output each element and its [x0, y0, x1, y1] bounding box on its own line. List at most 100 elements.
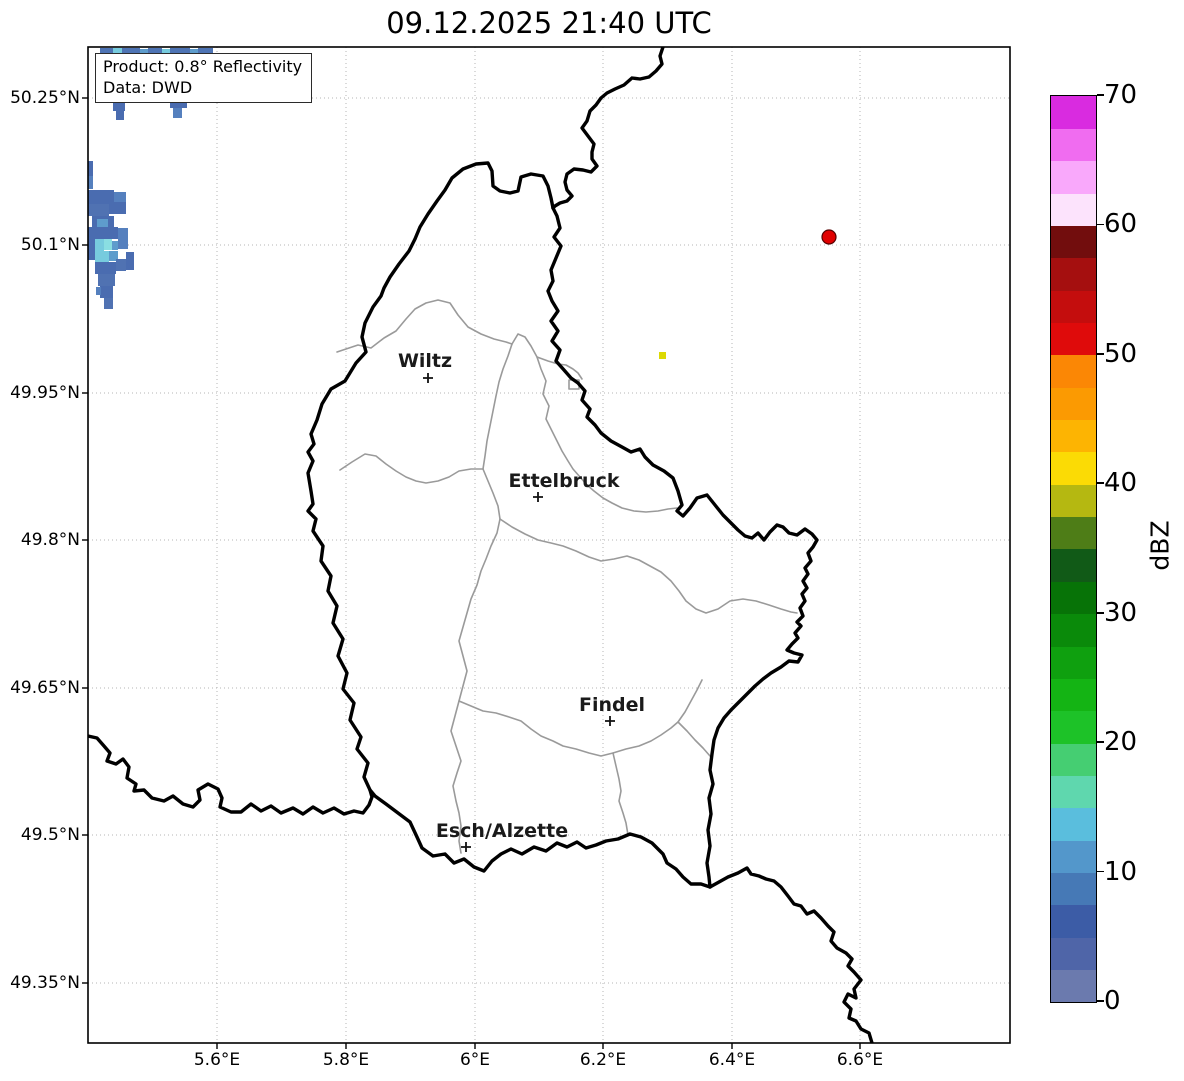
radar-echo-pixel: [170, 98, 187, 108]
reflectivity-colorbar: [1050, 95, 1097, 1003]
radar-echo-pixel: [88, 176, 93, 189]
radar-echo-pixel: [88, 204, 109, 216]
radar-echo-pixel: [88, 227, 118, 239]
colorbar-segment: [1051, 613, 1096, 647]
colorbar-segment: [1051, 549, 1096, 582]
radar-echo-pixel: [96, 287, 101, 295]
radar-echo-pixel: [100, 286, 113, 298]
district-border-line: [458, 679, 703, 757]
city-label-findel: Findel: [578, 694, 646, 716]
radar-echo-pixel: [140, 49, 148, 56]
colorbar-segment: [1051, 678, 1096, 712]
y-axis-label: 49.5°N: [20, 825, 80, 845]
radar-echo-pixel: [190, 49, 198, 55]
product-info-line2: Data: DWD: [103, 78, 193, 97]
colorbar-segment: [1051, 646, 1096, 679]
radar-echo-pixel: [198, 48, 213, 55]
colorbar-tick-label: 20: [1104, 727, 1138, 758]
colorbar-tick-mark: [1097, 1000, 1104, 1002]
luxembourg-border: [306, 161, 819, 889]
radar-echo-pixel: [104, 239, 112, 250]
radar-echo-pixel: [118, 228, 128, 249]
y-axis-label: 50.1°N: [20, 235, 80, 255]
radar-echo-pixel: [95, 262, 116, 274]
district-border-line: [536, 356, 678, 513]
colorbar-tick-label: 70: [1104, 80, 1138, 110]
radar-echo-pixel: [170, 48, 190, 55]
colorbar-segment: [1051, 96, 1096, 129]
figure-title: 09.12.2025 21:40 UTC: [386, 6, 712, 40]
district-border-layer: [336, 299, 798, 854]
radar-echo-pixel: [88, 239, 95, 260]
y-axis-label: 49.95°N: [10, 383, 80, 403]
x-axis-label: 6°E: [459, 1050, 491, 1070]
colorbar-tick-mark: [1097, 482, 1104, 485]
radar-echo-pixel: [659, 352, 666, 359]
radar-echo-pixel: [173, 108, 182, 118]
radar-echo-pixel: [109, 202, 126, 214]
radar-echo-pixel: [122, 48, 140, 56]
colorbar-segment: [1051, 904, 1096, 938]
radar-echo-pixel: [88, 161, 93, 176]
radar-echo-pixel: [116, 259, 126, 271]
city-marker-esch-alzette: [461, 842, 471, 852]
radar-echo-pixel: [114, 192, 126, 202]
colorbar-segment: [1051, 775, 1096, 809]
colorbar-segment: [1051, 484, 1096, 518]
district-border-line: [336, 299, 513, 353]
colorbar-tick-label: 0: [1104, 986, 1121, 1016]
radar-echo-pixel: [88, 190, 114, 204]
x-axis-label: 6.4°E: [708, 1050, 756, 1070]
colorbar-segment: [1051, 710, 1096, 744]
product-info-line1: Product: 0.8° Reflectivity: [103, 57, 303, 76]
belgium-france-border: [88, 734, 374, 816]
colorbar-tick-label: 40: [1104, 468, 1138, 499]
colorbar-segment: [1051, 743, 1096, 776]
colorbar-tick-mark: [1097, 94, 1104, 96]
colorbar-tick-label: 50: [1104, 338, 1138, 369]
colorbar-tick-mark: [1097, 611, 1104, 614]
radar-echo-pixel: [109, 251, 118, 261]
radar-echo-pixel: [97, 219, 108, 232]
city-marker-ettelbruck: [533, 492, 543, 502]
x-axis-label: 5.8°E: [322, 1050, 370, 1070]
colorbar-segment: [1051, 937, 1096, 971]
france-germany-border: [708, 866, 874, 1043]
colorbar-tick-label: 10: [1104, 856, 1138, 887]
national-border-layer: [88, 47, 874, 1043]
radar-echo-pixel: [95, 239, 104, 251]
colorbar-tick-mark: [1097, 870, 1104, 873]
y-axis-label: 49.65°N: [10, 678, 80, 698]
city-label-wiltz: Wiltz: [397, 350, 453, 372]
belgium-germany-border: [551, 47, 665, 210]
colorbar-segment: [1051, 969, 1096, 1003]
colorbar-tick-mark: [1097, 223, 1104, 226]
colorbar-segment: [1051, 872, 1096, 906]
colorbar-segment: [1051, 581, 1096, 615]
radar-echo-pixel: [104, 298, 113, 309]
city-label-esch-alzette: Esch/Alzette: [435, 820, 569, 842]
district-border-line: [511, 333, 583, 380]
product-info-box: Product: 0.8° Reflectivity Data: DWD: [95, 53, 313, 103]
radar-echo-pixel: [100, 48, 113, 57]
colorbar-unit-label: dBZ: [1145, 520, 1175, 571]
colorbar-segment: [1051, 193, 1096, 226]
x-axis-label: 6.6°E: [836, 1050, 884, 1070]
district-border-line: [677, 721, 711, 757]
colorbar-tick-mark: [1097, 741, 1104, 743]
y-axis-label: 49.8°N: [20, 530, 80, 550]
colorbar-tick-mark: [1097, 353, 1104, 355]
colorbar-segment: [1051, 160, 1096, 194]
city-marker-findel: [605, 716, 615, 726]
radar-echo-pixel: [112, 241, 118, 250]
colorbar-segment: [1051, 322, 1096, 356]
colorbar-segment: [1051, 451, 1096, 485]
colorbar-tick-label: 60: [1104, 209, 1138, 240]
colorbar-tick-label: 30: [1104, 597, 1138, 628]
gridline-layer: [88, 47, 1010, 1043]
colorbar-segment: [1051, 290, 1096, 323]
x-axis-label: 6.2°E: [579, 1050, 627, 1070]
radar-site-marker: [821, 229, 837, 245]
